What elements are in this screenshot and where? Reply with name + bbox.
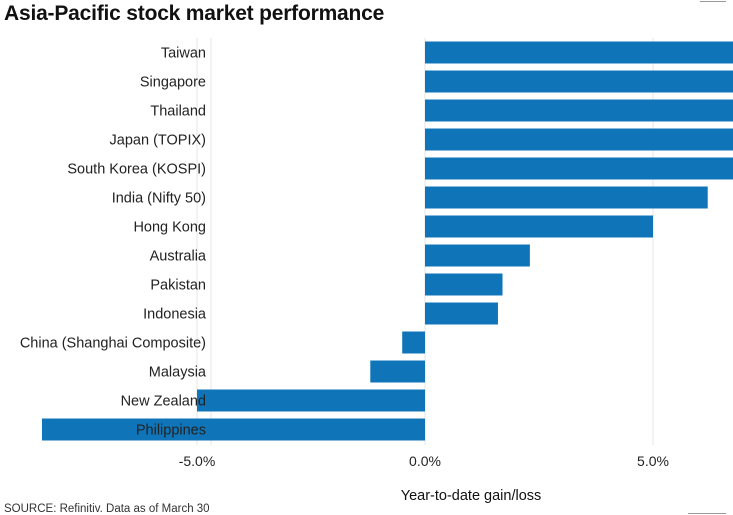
chart-title: Asia-Pacific stock market performance [4, 2, 385, 25]
x-tick-labels: -5.0%0.0%5.0%10.0% [179, 453, 669, 469]
x-axis-title: Year-to-date gain/loss [401, 488, 542, 504]
bar [425, 244, 530, 267]
bar [41, 418, 426, 441]
x-tick-label: -5.0% [179, 453, 216, 469]
bar [425, 70, 733, 93]
category-label: Malaysia [149, 365, 207, 381]
bar [425, 157, 733, 180]
bar [425, 128, 733, 151]
category-label: Japan (TOPIX) [110, 133, 206, 149]
bar [425, 99, 733, 122]
category-labels: Taiwan Singapore Thailand Japan (TOPIX) Sout… [20, 46, 207, 439]
category-label: South Korea (KOSPI) [67, 162, 206, 178]
category-label: Singapore [140, 75, 206, 91]
category-label: India (Nifty 50) [112, 191, 206, 207]
category-label: China (Shanghai Composite) [20, 336, 206, 352]
bar [425, 186, 708, 209]
x-tick-label: 0.0% [409, 453, 441, 469]
source-note: SOURCE: Refinitiv. Data as of March 30 [4, 503, 210, 515]
bar [425, 215, 653, 238]
category-label: Indonesia [143, 307, 207, 323]
category-label: Pakistan [150, 278, 206, 294]
bar [370, 360, 425, 383]
corner-mark-top [700, 1, 726, 2]
bar [197, 389, 425, 412]
bars [41, 41, 733, 441]
gridlines [196, 38, 654, 445]
bar [425, 41, 733, 64]
category-label: New Zealand [121, 394, 206, 410]
category-label: Australia [150, 249, 207, 265]
category-label: Philippines [136, 423, 206, 439]
category-label: Taiwan [161, 46, 206, 62]
category-label: Hong Kong [133, 220, 206, 236]
corner-mark-bottom [688, 513, 726, 514]
bar [425, 302, 498, 325]
bar [425, 273, 503, 296]
bar [402, 331, 425, 354]
x-tick-label: 5.0% [637, 453, 669, 469]
category-label: Thailand [150, 104, 206, 120]
